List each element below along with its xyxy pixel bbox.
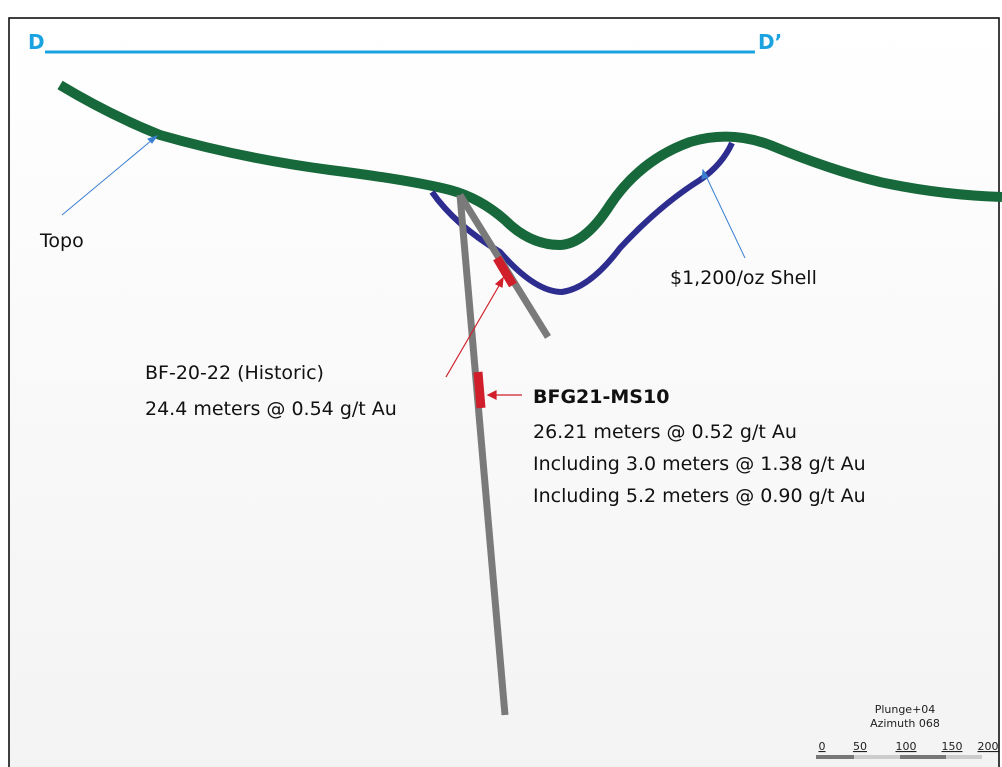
topo-line xyxy=(57,80,1002,251)
plunge: Plunge+04 xyxy=(875,703,936,716)
scale-label: 100 xyxy=(896,740,917,753)
hole-result: Including 3.0 meters @ 1.38 g/t Au xyxy=(533,453,866,475)
scale-segment xyxy=(900,755,946,759)
hole-name: BFG21-MS10 xyxy=(533,386,669,408)
assay-interval xyxy=(473,371,486,409)
section-start: D xyxy=(28,30,45,54)
scale-label: 150 xyxy=(942,740,963,753)
shell-label: $1,200/oz Shell xyxy=(670,267,817,289)
hole-result: Including 5.2 meters @ 0.90 g/t Au xyxy=(533,485,866,507)
drill-hole xyxy=(456,194,509,716)
arrow xyxy=(61,139,153,216)
scale-segment xyxy=(854,755,900,759)
arrowhead xyxy=(701,168,709,180)
scale-segment xyxy=(816,755,854,759)
scale-label: 0 xyxy=(819,740,826,753)
hole-result: 24.4 meters @ 0.54 g/t Au xyxy=(145,398,397,420)
scale-bar: 0 50 100 150 200 xyxy=(816,740,999,759)
hole-name: BF-20-22 (Historic) xyxy=(145,362,324,384)
scale-label: 200 xyxy=(978,740,999,753)
section-end: D’ xyxy=(758,30,782,54)
arrow xyxy=(445,283,501,378)
azimuth: Azimuth 068 xyxy=(870,717,940,730)
arrowhead xyxy=(147,135,159,144)
arrowhead xyxy=(486,390,497,400)
arrow xyxy=(705,175,746,259)
scale-label: 50 xyxy=(853,740,867,753)
hole-result: 26.21 meters @ 0.52 g/t Au xyxy=(533,421,797,443)
assay-interval xyxy=(493,255,517,288)
scale-segment xyxy=(946,755,982,759)
arrowhead xyxy=(494,276,504,288)
topo-label: Topo xyxy=(39,230,84,252)
